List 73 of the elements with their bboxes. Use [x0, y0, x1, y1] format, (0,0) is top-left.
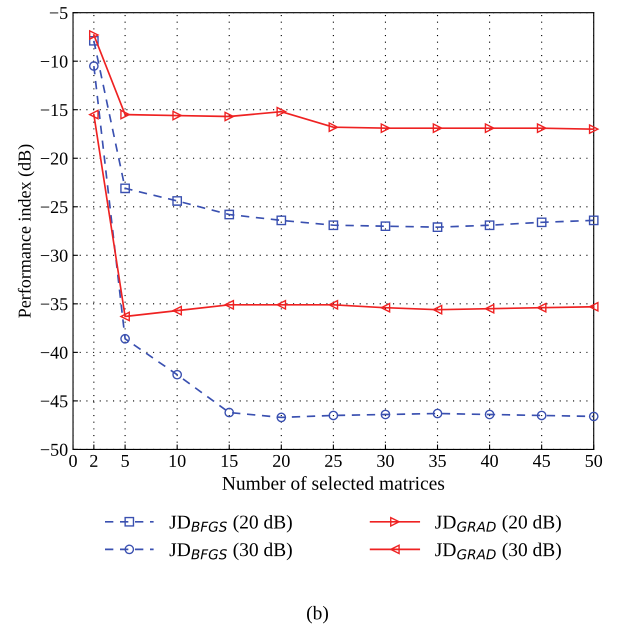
point	[172, 370, 182, 380]
point	[224, 112, 234, 122]
y-axis-title: Performance index (dB)	[18, 144, 34, 318]
point	[224, 408, 234, 418]
y-tick-label: −10	[40, 55, 68, 68]
point	[224, 210, 234, 220]
y-tick-label: −5	[50, 7, 68, 20]
point	[328, 220, 338, 230]
x-tick-label: 30	[377, 454, 394, 467]
point	[432, 222, 442, 232]
point	[276, 216, 286, 226]
text: (b)	[307, 606, 328, 624]
point	[588, 412, 599, 422]
point	[88, 30, 99, 40]
x-tick-label: 2	[90, 454, 98, 467]
y-tick-label: −30	[40, 250, 68, 262]
point	[432, 123, 442, 134]
legend-label: JD$_{GRAD}$ (30 dB)	[435, 542, 561, 560]
y-tick-label: −50	[40, 444, 68, 456]
point	[432, 408, 442, 418]
point	[328, 300, 338, 310]
point	[588, 302, 599, 312]
x-tick-label: 35	[429, 454, 446, 467]
point	[536, 123, 547, 134]
point	[88, 110, 99, 120]
point	[484, 410, 494, 420]
x-tick-label: 5	[122, 454, 129, 467]
point	[588, 124, 599, 134]
y-tick-label: −25	[40, 201, 68, 214]
point	[484, 220, 494, 230]
point	[380, 302, 390, 313]
point	[328, 410, 338, 420]
y-tick-label: −15	[40, 104, 68, 116]
point	[120, 183, 130, 194]
x-tick-label: 25	[325, 454, 342, 467]
x-axis-title: Number of selected matrices	[222, 476, 444, 490]
y-tick-label: −35	[40, 298, 68, 310]
y-tick-label: −45	[40, 395, 68, 408]
x-tick-label: 0	[69, 454, 77, 467]
x-tick-label: 10	[170, 454, 186, 467]
point	[224, 300, 234, 310]
point	[120, 110, 130, 120]
x-tick-label: 50	[586, 454, 602, 467]
x-tick-label: 45	[532, 454, 550, 467]
legend-label: JD$_{BFGS}$ (20 dB)	[170, 514, 292, 533]
point	[536, 217, 547, 228]
point	[276, 412, 286, 422]
point	[276, 106, 286, 117]
point	[172, 306, 182, 316]
point	[536, 410, 547, 420]
point	[276, 300, 286, 310]
point	[484, 304, 494, 314]
point	[380, 221, 390, 232]
point	[588, 216, 599, 226]
point	[380, 410, 390, 420]
point	[88, 36, 99, 46]
point	[88, 61, 99, 71]
y-tick-label: −20	[40, 152, 68, 165]
point	[172, 110, 182, 120]
legend-label: JD$_{GRAD}$ (20 dB)	[435, 514, 561, 533]
x-tick-label: 15	[222, 454, 238, 467]
y-tick-label: −40	[40, 346, 68, 359]
point	[120, 312, 130, 322]
point	[484, 123, 494, 134]
point	[380, 123, 390, 134]
point	[328, 122, 338, 132]
point	[432, 304, 442, 315]
legend-label: JD$_{BFGS}$ (30 dB)	[170, 542, 292, 560]
point	[172, 196, 182, 206]
x-tick-label: 40	[480, 454, 498, 467]
point	[536, 302, 547, 313]
x-tick-label: 20	[273, 454, 290, 467]
point	[120, 334, 130, 344]
